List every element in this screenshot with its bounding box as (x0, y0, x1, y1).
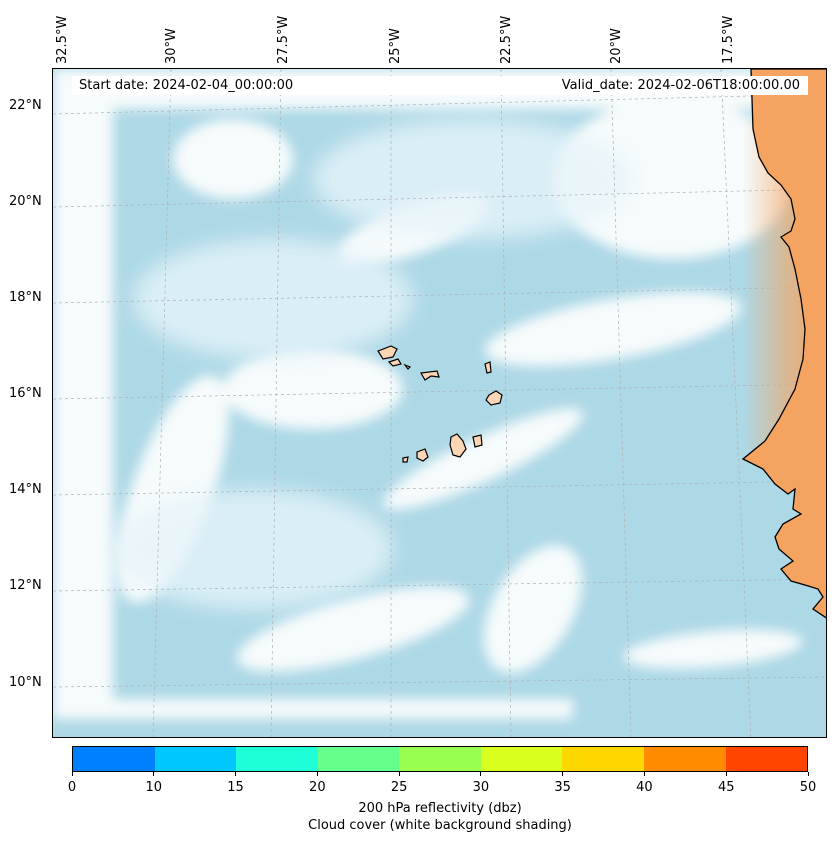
lon-label: 17.5°W (721, 15, 736, 64)
colorbar-tick-label: 25 (390, 780, 408, 795)
colorbar (72, 746, 808, 772)
lat-label: 22°N (9, 98, 42, 113)
colorbar-segment (317, 747, 400, 771)
lon-label: 30°W (164, 28, 179, 64)
colorbar-tick (480, 772, 482, 776)
start-date-label: Start date: 2024-02-04_00:00:00 (79, 78, 294, 93)
info-bar (72, 76, 808, 95)
colorbar-tick-label: 45 (717, 780, 735, 795)
map-canvas (53, 69, 826, 737)
colorbar-segment (154, 747, 237, 771)
colorbar-tick (807, 772, 809, 776)
lon-label: 22.5°W (499, 15, 514, 64)
lon-label: 32.5°W (55, 15, 70, 64)
colorbar-tick-label: 10 (145, 780, 163, 795)
lat-label: 20°N (9, 194, 42, 209)
valid-date-label: Valid_date: 2024-02-06T18:00:00.00 (561, 78, 800, 93)
colorbar-tick-label: 50 (799, 780, 817, 795)
lon-label: 20°W (609, 28, 624, 64)
map-panel (52, 68, 827, 738)
lat-label: 18°N (9, 290, 42, 305)
colorbar-label: 200 hPa reflectivity (dbz) (358, 801, 522, 816)
colorbar-segment (399, 747, 481, 771)
colorbar-tick (153, 772, 155, 776)
colorbar-segment (73, 747, 155, 771)
lat-label: 16°N (9, 386, 42, 401)
lat-label: 10°N (9, 675, 42, 690)
colorbar-segment (236, 747, 318, 771)
colorbar-tick-label: 35 (554, 780, 571, 795)
colorbar-tick (725, 772, 727, 776)
colorbar-segment (562, 747, 644, 771)
colorbar-tick (316, 772, 318, 776)
colorbar-segment (480, 747, 563, 771)
colorbar-segment (643, 747, 726, 771)
colorbar-tick-label: 30 (472, 780, 490, 795)
colorbar-tick (562, 772, 564, 776)
lat-label: 14°N (9, 482, 42, 497)
colorbar-tick-label: 0 (67, 780, 77, 795)
gridlines (53, 69, 826, 737)
colorbar-tick-label: 15 (227, 780, 244, 795)
cloud-shading (53, 69, 826, 719)
colorbar-tick (71, 772, 73, 776)
colorbar-tick-label: 40 (636, 780, 653, 795)
colorbar-sublabel: Cloud cover (white background shading) (308, 818, 572, 833)
lat-label: 12°N (9, 578, 42, 593)
lon-label: 27.5°W (276, 15, 291, 64)
colorbar-tick (643, 772, 645, 776)
cloud-shading-light (113, 119, 633, 609)
lon-label: 25°W (388, 28, 403, 64)
colorbar-tick (398, 772, 400, 776)
cape-verde-islands (377, 345, 503, 463)
colorbar-segment (725, 747, 808, 771)
africa-landmass (741, 69, 826, 619)
colorbar-tick (235, 772, 237, 776)
colorbar-tick-label: 20 (309, 780, 326, 795)
